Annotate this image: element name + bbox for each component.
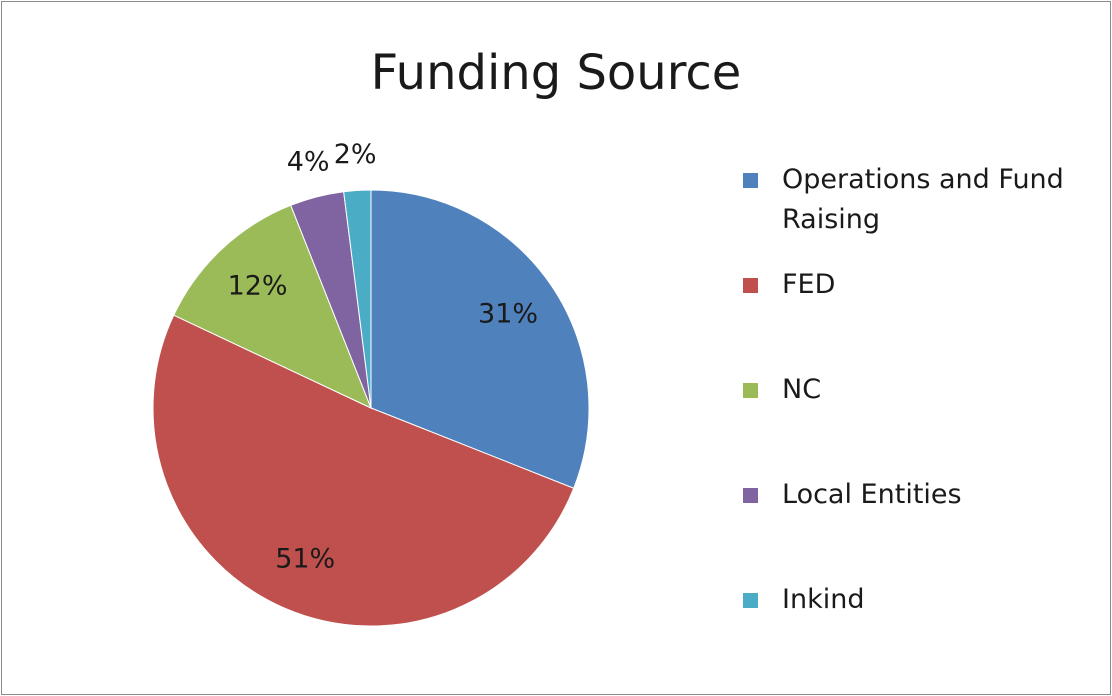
- pie-slice: [152, 314, 575, 627]
- legend-label: Operations and Fund Raising: [782, 164, 1064, 235]
- data-label: 31%: [478, 298, 538, 329]
- legend-swatch: [743, 278, 758, 293]
- pie-slice: [343, 189, 372, 409]
- legend-swatch: [743, 173, 758, 188]
- legend-label: NC: [782, 374, 822, 405]
- legend-label: Inkind: [782, 584, 865, 615]
- pie-slice: [370, 189, 590, 489]
- data-label: 12%: [228, 271, 288, 302]
- legend-swatch: [743, 593, 758, 608]
- chart-title: Funding Source: [371, 45, 742, 101]
- legend-swatch: [743, 383, 758, 398]
- pie-slice: [173, 204, 372, 409]
- data-label: 2%: [334, 139, 377, 170]
- legend-label: Local Entities: [782, 479, 962, 510]
- data-label: 51%: [275, 544, 335, 575]
- data-label: 4%: [287, 147, 330, 178]
- legend-label: FED: [782, 269, 836, 300]
- legend-swatch: [743, 488, 758, 503]
